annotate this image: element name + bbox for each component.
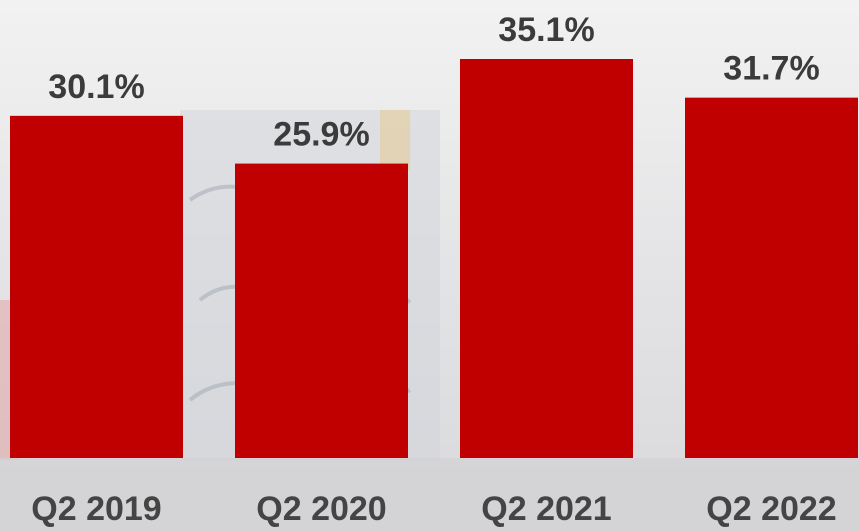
x-tick-label: Q2 2020 xyxy=(256,490,386,528)
bar xyxy=(460,59,633,458)
bar xyxy=(235,163,408,459)
value-label: 30.1% xyxy=(48,68,144,106)
bar xyxy=(685,97,858,459)
x-tick-label: Q2 2019 xyxy=(31,490,161,528)
x-tick-label: Q2 2021 xyxy=(481,490,611,528)
value-label: 31.7% xyxy=(723,50,819,88)
x-tick-label: Q2 2022 xyxy=(706,490,836,528)
value-label: 35.1% xyxy=(498,11,594,49)
bar xyxy=(10,115,183,458)
value-label: 25.9% xyxy=(273,116,369,154)
